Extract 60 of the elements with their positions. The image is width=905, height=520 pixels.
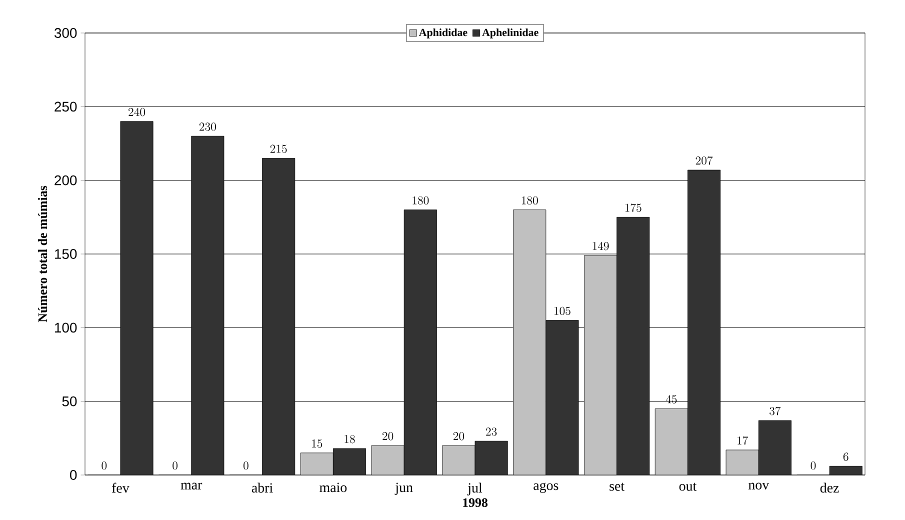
legend-label: Aphididae (418, 28, 468, 38)
bar (616, 216, 650, 475)
bar (688, 170, 721, 475)
x-tick-label: out (679, 482, 697, 491)
data-label: 230 (199, 122, 216, 131)
x-tick-label: dez (820, 482, 839, 493)
data-label: 37 (770, 406, 781, 416)
data-label: 23 (486, 428, 497, 436)
x-tick-label: mar (180, 482, 202, 490)
data-label: 0 (172, 462, 178, 470)
data-label: 6 (843, 452, 848, 461)
y-tick-label: 100 (55, 322, 77, 333)
y-tick-label: 250 (54, 102, 77, 112)
data-label: 0 (102, 462, 107, 470)
bar (120, 121, 154, 475)
data-label: 18 (344, 435, 355, 444)
x-tick-label: abri (252, 482, 273, 493)
legend-label: Aphelinidae (482, 28, 538, 38)
bar (584, 255, 618, 475)
x-tick-label: set (610, 482, 624, 491)
bar (442, 445, 476, 475)
y-tick-label: 300 (54, 28, 77, 38)
bar (262, 158, 296, 475)
x-tick-label: agos (534, 482, 558, 493)
data-label: 105 (554, 306, 570, 316)
bar (474, 440, 508, 475)
y-tick-label: 50 (62, 396, 77, 406)
x-tick-label: nov (748, 482, 770, 490)
bar (726, 450, 759, 475)
y-tick-label: 0 (70, 470, 77, 480)
x-tick-label: jun (394, 482, 413, 495)
data-label: 180 (522, 196, 538, 205)
bar (758, 420, 792, 475)
data-label: 20 (382, 432, 394, 440)
bar (546, 320, 579, 475)
data-label: 0 (244, 462, 248, 470)
x-tick-label: jul (467, 482, 482, 496)
x-tick-label: maio (320, 482, 347, 492)
y-tick-label: 150 (55, 249, 77, 259)
bar (371, 445, 404, 475)
bar (654, 408, 688, 475)
data-label: 215 (270, 144, 287, 153)
bar (191, 136, 224, 475)
x-tick-label: fev (112, 482, 130, 493)
data-label: 15 (312, 439, 322, 448)
bar (332, 448, 366, 475)
data-label: 149 (592, 242, 609, 250)
data-label: 240 (128, 108, 146, 116)
bar (404, 210, 437, 475)
data-label: 0 (810, 462, 816, 470)
bar (300, 452, 334, 475)
x-axis-title: 1998 (463, 498, 488, 507)
y-axis-title: Número total de múmias (38, 186, 48, 322)
data-label: 20 (453, 432, 464, 440)
data-label: 17 (738, 436, 748, 445)
y-tick-label: 200 (54, 175, 77, 186)
bar (513, 210, 546, 475)
data-label: 180 (412, 196, 429, 205)
data-label: 207 (696, 156, 713, 165)
data-label: 175 (625, 204, 642, 212)
